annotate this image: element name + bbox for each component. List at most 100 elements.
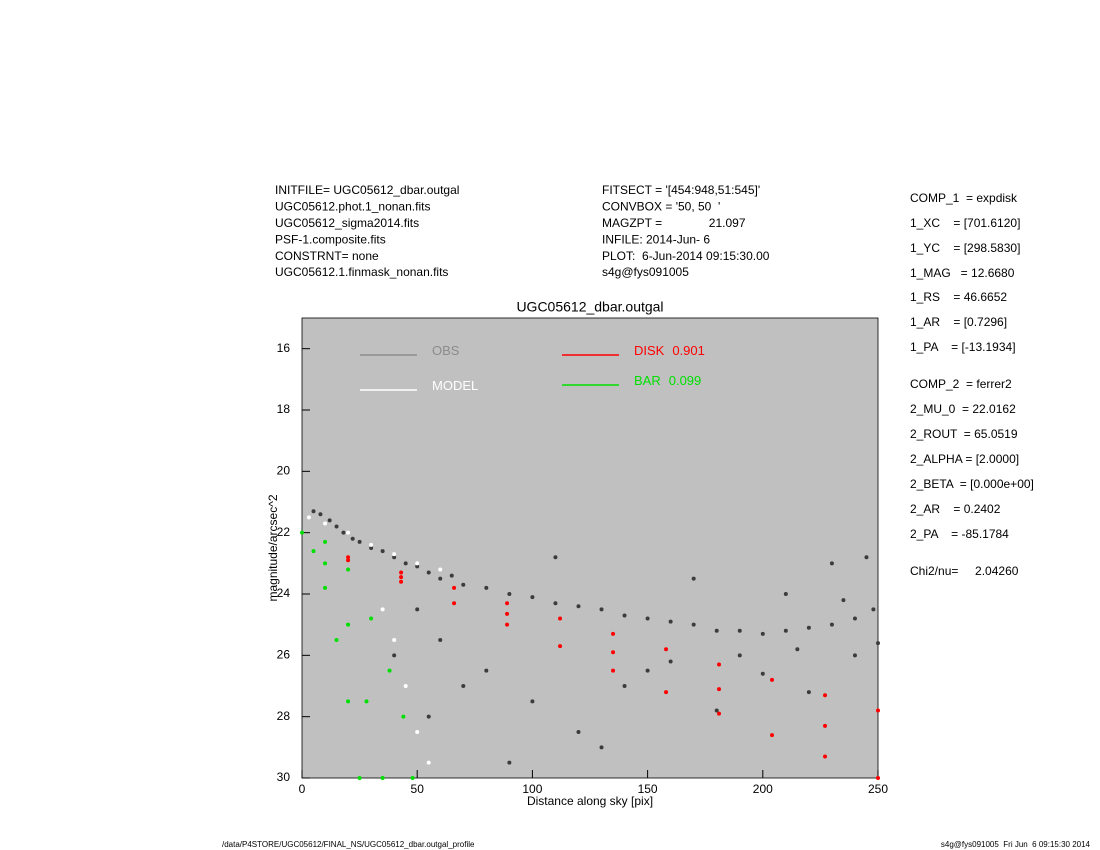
y-tick-label: 24 (277, 586, 291, 600)
data-point (415, 607, 420, 612)
data-point (461, 684, 466, 688)
legend-name: MODEL (432, 378, 478, 393)
data-point (717, 711, 722, 716)
data-point (664, 647, 669, 652)
data-point (829, 561, 834, 566)
data-point (369, 546, 374, 550)
x-tick-label: 200 (753, 782, 773, 796)
data-point (438, 567, 443, 572)
data-point (691, 622, 696, 627)
x-tick-label: 250 (868, 782, 888, 796)
data-point (841, 598, 846, 603)
data-point (346, 622, 351, 627)
parameter-line: 1_RS = 46.6652 (910, 290, 1007, 304)
y-tick-label: 26 (277, 648, 291, 662)
data-point (369, 616, 374, 621)
y-tick-label: 30 (277, 770, 291, 784)
parameter-line: 1_PA = [-13.1934] (910, 340, 1016, 354)
data-point (795, 647, 800, 652)
parameter-line: COMP_1 = expdisk (910, 191, 1018, 205)
data-point (553, 601, 558, 606)
data-point (392, 555, 397, 560)
data-point (876, 708, 880, 713)
parameter-line: 2_ALPHA = [2.0000] (910, 452, 1019, 466)
data-point (426, 760, 431, 765)
data-point (530, 595, 535, 600)
y-tick-label: 28 (277, 709, 291, 723)
data-point (399, 570, 404, 575)
data-point (364, 699, 369, 704)
y-tick-label: 22 (277, 525, 291, 539)
data-point (311, 509, 316, 514)
parameter-line: 1_MAG = 12.6680 (910, 266, 1015, 280)
data-point (714, 708, 719, 713)
header-middle-line: MAGZPT = 21.097 (602, 216, 746, 230)
data-point (350, 536, 355, 541)
data-point (622, 613, 627, 618)
data-point (318, 512, 323, 517)
data-point (410, 776, 415, 780)
data-point (760, 671, 765, 676)
data-point (505, 622, 510, 627)
data-point (438, 638, 443, 642)
data-point (461, 582, 466, 587)
parameter-line: Chi2/nu= 2.04260 (910, 564, 1019, 578)
header-left-line: UGC05612_sigma2014.fits (275, 216, 419, 230)
data-point (452, 585, 457, 590)
x-tick-label: 50 (411, 782, 425, 796)
data-point (323, 539, 328, 544)
y-tick-label: 20 (277, 464, 291, 478)
data-point (323, 561, 328, 566)
header-left-line: UGC05612.phot.1_nonan.fits (275, 200, 430, 214)
data-point (426, 570, 431, 575)
data-point (668, 619, 673, 624)
data-point (392, 552, 397, 557)
data-point (530, 699, 535, 704)
data-point (645, 668, 650, 673)
data-point (357, 539, 362, 544)
data-point (599, 745, 604, 750)
legend-name: OBS (432, 343, 460, 358)
data-point (823, 754, 828, 759)
data-point (387, 668, 392, 673)
data-point (871, 607, 876, 612)
data-point (306, 515, 311, 520)
data-point (426, 714, 431, 719)
data-point (346, 555, 351, 560)
parameter-line: 2_ROUT = 65.0519 (910, 427, 1018, 441)
data-point (770, 677, 775, 682)
legend-label: DISK 0.901 (634, 343, 705, 358)
data-point (327, 518, 332, 523)
data-point (401, 714, 406, 719)
data-point (392, 653, 397, 658)
data-point (717, 687, 722, 692)
data-point (334, 638, 339, 642)
data-point (876, 776, 880, 780)
header-left-line: UGC05612.1.finmask_nonan.fits (275, 265, 448, 279)
data-point (311, 549, 316, 554)
data-point (449, 573, 454, 578)
footer-stamp: s4g@fys091005 Fri Jun 6 09:15:30 2014 (941, 840, 1091, 849)
header-middle-line: INFILE: 2014-Jun- 6 (602, 232, 710, 246)
x-axis-label: Distance along sky [pix] (527, 794, 653, 808)
plot-area (301, 317, 879, 779)
data-point (399, 575, 404, 580)
legend-fraction: 0.099 (669, 373, 702, 388)
header-left-line: INITFILE= UGC05612_dbar.outgal (275, 183, 459, 197)
legend-label: MODEL (432, 378, 478, 393)
data-point (664, 690, 669, 695)
y-tick-label: 16 (277, 341, 291, 355)
data-point (829, 622, 834, 627)
data-point (505, 601, 510, 606)
y-tick-label: 18 (277, 402, 291, 416)
data-point (346, 567, 351, 572)
data-point (717, 662, 722, 667)
data-point (876, 641, 880, 646)
data-point (576, 604, 581, 609)
data-point (611, 668, 616, 673)
legend-name: BAR (634, 373, 661, 388)
data-point (334, 524, 339, 529)
parameter-line: 2_MU_0 = 22.0162 (910, 402, 1016, 416)
header-middle-line: PLOT: 6-Jun-2014 09:15:30.00 (602, 249, 770, 263)
